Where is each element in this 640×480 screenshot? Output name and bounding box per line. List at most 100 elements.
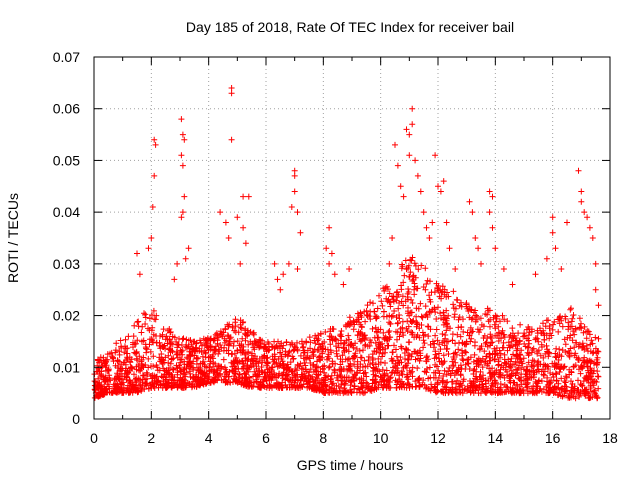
data-point bbox=[134, 337, 141, 344]
data-point bbox=[131, 349, 138, 356]
data-point bbox=[383, 367, 390, 374]
x-tick-label: 0 bbox=[90, 430, 98, 446]
data-point bbox=[426, 386, 433, 393]
data-point bbox=[440, 373, 447, 379]
data-point bbox=[264, 359, 271, 366]
data-point bbox=[130, 333, 137, 340]
data-point bbox=[147, 373, 154, 380]
data-point bbox=[490, 389, 497, 396]
data-point bbox=[489, 365, 496, 372]
data-point bbox=[228, 85, 235, 91]
data-point bbox=[439, 379, 446, 386]
data-point bbox=[138, 386, 145, 393]
data-point bbox=[165, 371, 172, 378]
data-point bbox=[334, 372, 341, 379]
data-point bbox=[376, 292, 382, 299]
data-point bbox=[545, 349, 552, 356]
data-point bbox=[415, 355, 422, 362]
data-point bbox=[287, 359, 294, 366]
data-point bbox=[462, 348, 469, 355]
data-point bbox=[384, 337, 390, 344]
data-point bbox=[514, 355, 521, 362]
data-point bbox=[96, 368, 103, 375]
data-point bbox=[317, 368, 324, 375]
data-point bbox=[373, 386, 380, 392]
data-point bbox=[325, 355, 332, 362]
data-point bbox=[397, 380, 404, 387]
data-point bbox=[261, 369, 268, 376]
data-point bbox=[457, 362, 464, 369]
data-point bbox=[454, 377, 461, 384]
data-point bbox=[134, 250, 140, 257]
data-point bbox=[387, 321, 394, 327]
data-point bbox=[116, 351, 123, 358]
data-point bbox=[229, 367, 236, 374]
data-point bbox=[142, 321, 149, 327]
data-point bbox=[294, 209, 301, 216]
data-point bbox=[480, 323, 487, 330]
data-point bbox=[166, 337, 173, 343]
data-point bbox=[269, 344, 276, 351]
data-point bbox=[257, 384, 263, 391]
data-point bbox=[343, 323, 350, 330]
data-point bbox=[475, 245, 482, 252]
data-point bbox=[409, 121, 416, 128]
data-point bbox=[314, 347, 321, 354]
data-point bbox=[179, 209, 186, 216]
data-point bbox=[379, 366, 386, 373]
data-point bbox=[530, 345, 537, 352]
data-point bbox=[558, 375, 565, 382]
data-point bbox=[539, 344, 545, 350]
data-point bbox=[573, 339, 580, 346]
data-point bbox=[562, 379, 569, 386]
data-point bbox=[440, 178, 447, 185]
data-point bbox=[189, 345, 196, 352]
data-point bbox=[553, 371, 560, 378]
data-point bbox=[180, 335, 187, 342]
data-point bbox=[488, 382, 495, 389]
data-point bbox=[389, 235, 396, 241]
data-point bbox=[170, 377, 177, 384]
data-point bbox=[562, 349, 569, 355]
data-point bbox=[156, 367, 163, 374]
data-point bbox=[424, 353, 430, 360]
data-point bbox=[307, 381, 314, 388]
data-point bbox=[282, 348, 289, 355]
data-point bbox=[358, 324, 365, 331]
data-point bbox=[548, 377, 555, 384]
data-point bbox=[140, 372, 147, 379]
data-points bbox=[91, 85, 602, 402]
data-point bbox=[394, 320, 401, 327]
data-point bbox=[191, 383, 198, 390]
data-point bbox=[307, 366, 314, 373]
data-point bbox=[408, 257, 415, 264]
data-point bbox=[561, 383, 568, 390]
data-point bbox=[523, 326, 530, 333]
data-point bbox=[319, 385, 326, 392]
data-point bbox=[223, 371, 230, 378]
data-point bbox=[160, 378, 167, 385]
data-point bbox=[381, 288, 388, 294]
data-point bbox=[544, 374, 551, 381]
data-point bbox=[408, 296, 415, 303]
data-point bbox=[377, 341, 384, 348]
data-point bbox=[333, 350, 340, 357]
data-point bbox=[426, 364, 433, 371]
data-point bbox=[217, 371, 223, 378]
data-point bbox=[418, 313, 425, 320]
data-point bbox=[122, 336, 129, 343]
data-point bbox=[291, 379, 298, 386]
data-point bbox=[394, 162, 401, 169]
data-point bbox=[216, 363, 223, 370]
data-point bbox=[379, 353, 386, 360]
data-point bbox=[417, 188, 424, 195]
data-point bbox=[143, 380, 149, 387]
data-point bbox=[202, 336, 209, 343]
data-point bbox=[167, 347, 174, 354]
data-point bbox=[228, 136, 235, 143]
data-point bbox=[432, 152, 439, 159]
data-point bbox=[138, 338, 145, 345]
data-point bbox=[444, 323, 451, 330]
data-point bbox=[397, 183, 404, 190]
